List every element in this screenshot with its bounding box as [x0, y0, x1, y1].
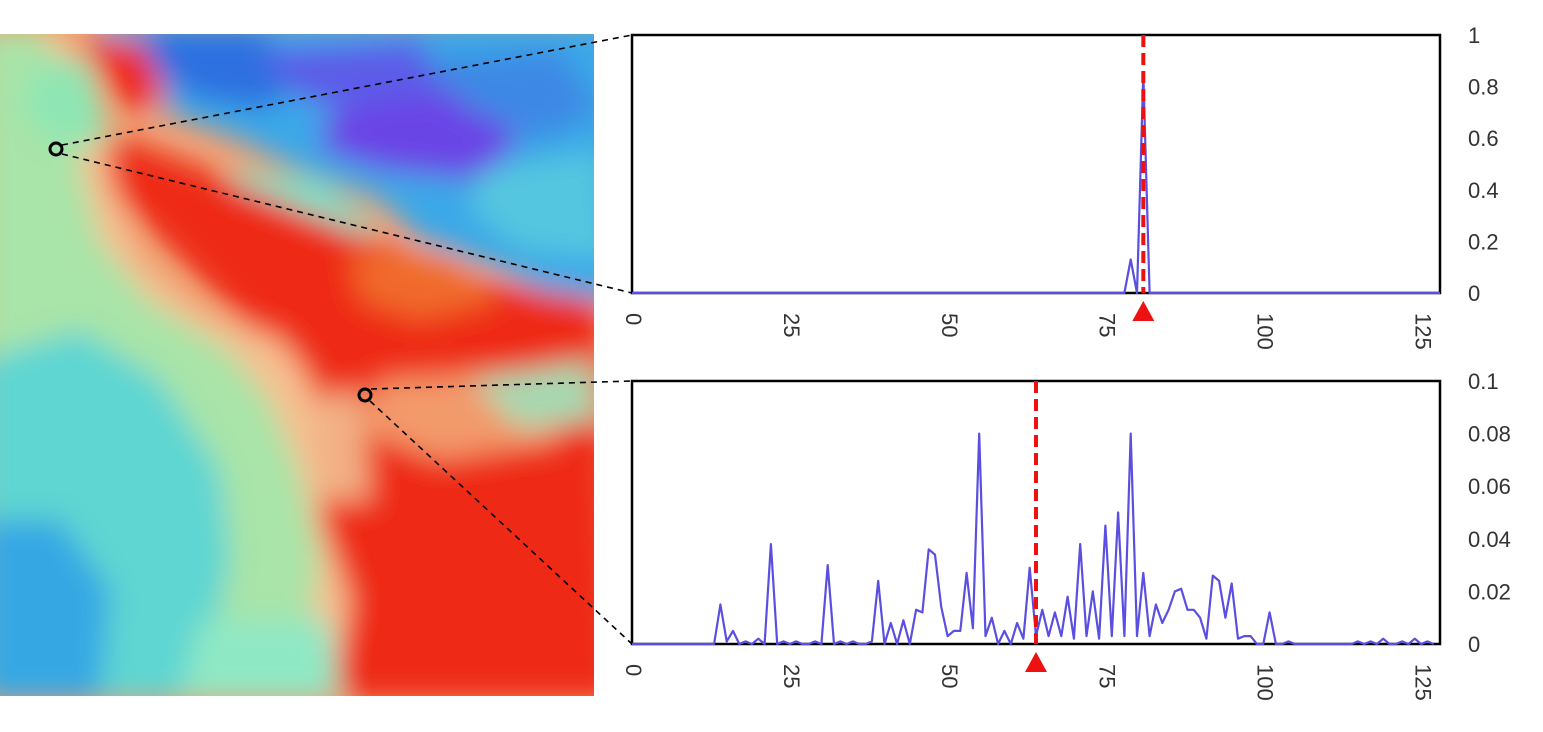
query-point-1: [48, 141, 64, 157]
x-tick-label: 75: [1095, 313, 1120, 337]
chart-1: 0 0.2 0.4 0.6 0.8 1 0 25 50 75 100 125: [621, 23, 1498, 350]
x-tick-label: 0: [621, 664, 646, 676]
chart-2: 0 0.02 0.04 0.06 0.08 0.1 0 25 50 75 100 125: [621, 369, 1511, 701]
y-tick-label: 0.6: [1468, 126, 1499, 151]
y-tick-label: 1: [1468, 23, 1480, 48]
connector-2b: [369, 400, 633, 645]
marker-triangle: [1132, 301, 1155, 321]
x-tick-label: 125: [1410, 664, 1435, 701]
y-tick-label: 0.1: [1468, 369, 1499, 394]
connector-1a: [61, 34, 633, 146]
y-tick-label: 0.02: [1468, 579, 1511, 604]
distribution-charts: 0 0.2 0.4 0.6 0.8 1 0 25 50 75 100 125 0 0.02 0.04 0.06…: [621, 23, 1511, 701]
series-line-1: [632, 72, 1440, 295]
x-tick-label: 0: [621, 313, 646, 325]
y-tick-label: 0: [1468, 632, 1480, 657]
y-tick-label: 0.04: [1468, 527, 1511, 552]
y-tick-label: 0.8: [1468, 75, 1499, 100]
x-tick-label: 50: [937, 313, 962, 337]
connector-1b: [61, 153, 633, 294]
y-tick-label: 0.4: [1468, 178, 1499, 203]
x-tick-label: 100: [1252, 313, 1277, 350]
x-tick-label: 25: [779, 313, 804, 337]
plot-frame: [630, 33, 1442, 295]
series-line-1: [632, 432, 1435, 646]
query-point-2: [357, 387, 373, 403]
depth-map-image: [0, 34, 594, 696]
y-tick-label: 0.2: [1468, 229, 1499, 254]
x-tick-label: 125: [1410, 313, 1435, 350]
x-tick-label: 25: [779, 664, 804, 688]
y-tick-label: 0: [1468, 281, 1480, 306]
connectors: [61, 34, 633, 645]
marker-triangle: [1025, 652, 1047, 672]
x-tick-label: 75: [1095, 664, 1120, 688]
x-tick-label: 50: [937, 664, 962, 688]
x-tick-label: 100: [1252, 664, 1277, 701]
y-tick-label: 0.08: [1468, 422, 1511, 447]
y-tick-label: 0.06: [1468, 474, 1511, 499]
